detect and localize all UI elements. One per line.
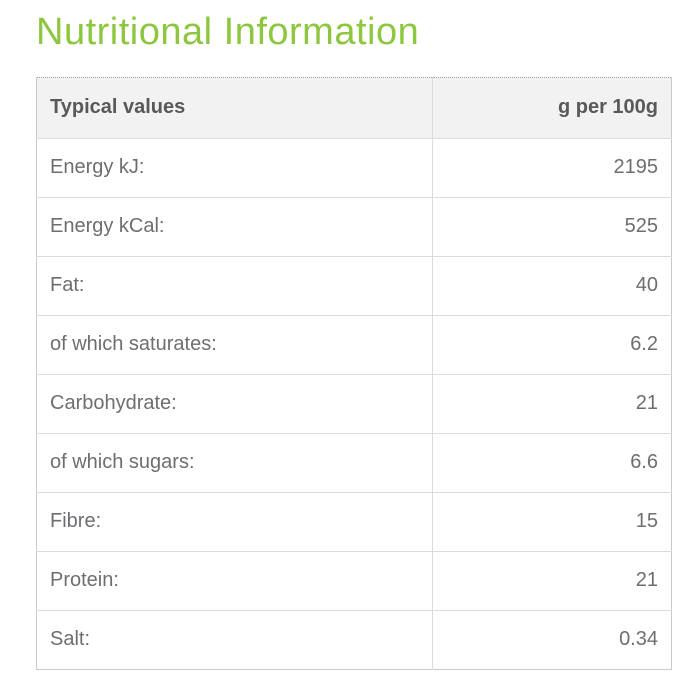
header-g-per-100g: g per 100g [432, 77, 672, 139]
row-value: 21 [432, 373, 672, 434]
row-label: of which sugars: [36, 432, 433, 493]
row-value: 2195 [432, 137, 672, 198]
row-label: Salt: [36, 609, 433, 670]
row-label: Fibre: [36, 491, 433, 552]
table-row: of which sugars: 6.6 [36, 432, 672, 493]
row-label: of which saturates: [36, 314, 433, 375]
table-row: Fat: 40 [36, 255, 672, 316]
nutrition-table: Typical values g per 100g Energy kJ: 219… [36, 76, 672, 670]
row-label: Energy kCal: [36, 196, 433, 257]
table-header: Typical values g per 100g [36, 77, 672, 139]
row-value: 0.34 [432, 609, 672, 670]
table-header-row: Typical values g per 100g [36, 77, 672, 139]
row-label: Protein: [36, 550, 433, 611]
table-row: Energy kJ: 2195 [36, 137, 672, 198]
row-label: Fat: [36, 255, 433, 316]
row-value: 15 [432, 491, 672, 552]
table-body: Energy kJ: 2195 Energy kCal: 525 Fat: 40… [36, 137, 672, 670]
row-label: Energy kJ: [36, 137, 433, 198]
table-row: Protein: 21 [36, 550, 672, 611]
table-row: Fibre: 15 [36, 491, 672, 552]
table-row: Carbohydrate: 21 [36, 373, 672, 434]
row-value: 40 [432, 255, 672, 316]
table-row: Energy kCal: 525 [36, 196, 672, 257]
row-value: 6.2 [432, 314, 672, 375]
page-title: Nutritional Information [36, 11, 420, 53]
row-value: 525 [432, 196, 672, 257]
header-typical-values: Typical values [36, 77, 433, 139]
row-value: 21 [432, 550, 672, 611]
row-value: 6.6 [432, 432, 672, 493]
table-row: of which saturates: 6.2 [36, 314, 672, 375]
row-label: Carbohydrate: [36, 373, 433, 434]
table-row: Salt: 0.34 [36, 609, 672, 670]
